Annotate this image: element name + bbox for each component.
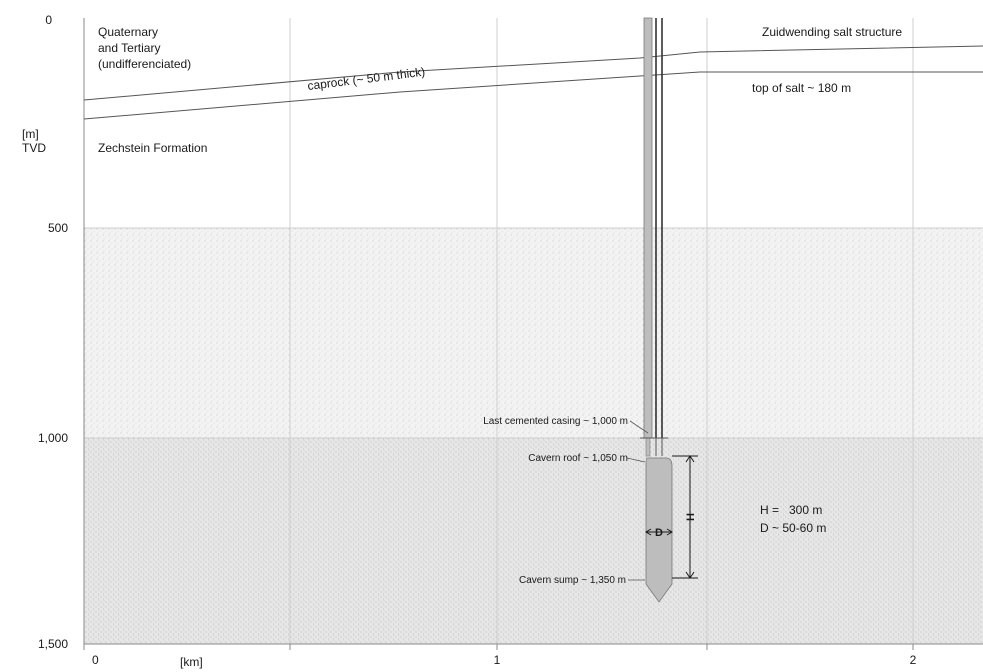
- zuidwending-label: Zuidwending salt structure: [762, 25, 902, 39]
- zechstein-label: Zechstein Formation: [98, 141, 207, 155]
- cavern-sump-label: Cavern sump ~ 1,350 m: [519, 575, 626, 586]
- d-symbol: D: [655, 527, 663, 539]
- cavern-roof-label: Cavern roof ~ 1,050 m: [528, 453, 628, 464]
- top-of-salt-label: top of salt ~ 180 m: [752, 81, 851, 95]
- x-tick-0: 0: [92, 653, 99, 667]
- caprock-top-line: [83, 45, 983, 101]
- h-dimension: [672, 455, 698, 579]
- caprock-base-line: [83, 71, 983, 120]
- y-tick-0: 0: [45, 13, 52, 27]
- y-tick-1000: 1,000: [38, 431, 68, 445]
- quaternary-label-line3: (undifferenciated): [98, 57, 191, 71]
- h-symbol: H: [685, 513, 697, 521]
- deep-salt-zone: [84, 438, 983, 644]
- y-unit-sub-label: TVD: [22, 141, 46, 155]
- cavern-shape: [645, 457, 673, 603]
- x-tick-1: 1: [494, 653, 501, 667]
- quaternary-label-line2: and Tertiary: [98, 41, 160, 55]
- y-tick-1500: 1,500: [38, 637, 68, 651]
- d-dimension: [645, 528, 673, 536]
- x-axis-ticks: [83, 644, 914, 650]
- casing-label: Last cemented casing ~ 1,000 m: [483, 416, 628, 427]
- d-value-label: D ~ 50-60 m: [760, 521, 826, 535]
- leader-lines: [626, 420, 649, 581]
- salt-zone: [84, 228, 983, 438]
- x-unit-label: [km]: [180, 655, 203, 669]
- well-casing: [640, 17, 668, 457]
- h-value-label: H = 300 m: [760, 503, 822, 517]
- quaternary-label-line1: Quaternary: [98, 25, 158, 39]
- y-tick-500: 500: [48, 221, 68, 235]
- y-unit-label: [m]: [22, 127, 39, 141]
- x-tick-2: 2: [910, 653, 917, 667]
- overburden-zone: [84, 18, 983, 228]
- grid: [84, 18, 983, 644]
